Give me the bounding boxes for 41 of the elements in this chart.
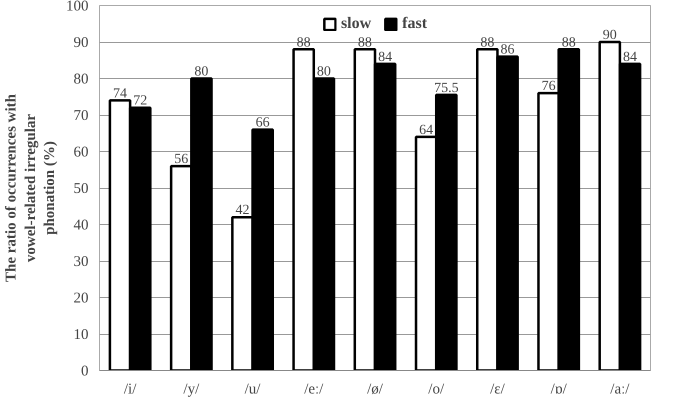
x-tick-label: /ø/ (367, 382, 384, 398)
y-tick-label: 80 (74, 72, 88, 88)
x-tick-label: /u/ (244, 382, 262, 398)
y-tick-label: 90 (74, 35, 88, 51)
data-label: 80 (194, 64, 208, 80)
data-label: 64 (419, 122, 434, 138)
data-label: 75.5 (434, 80, 459, 96)
y-tick-label: 0 (81, 364, 88, 380)
y-tick-label: 40 (74, 218, 88, 234)
y-tick-label: 10 (74, 327, 88, 343)
data-label: 84 (622, 50, 637, 65)
legend-label: fast (402, 15, 428, 33)
data-label: 88 (358, 35, 372, 50)
x-tick-label: /ɒ/ (550, 382, 568, 398)
data-label: 88 (562, 35, 576, 50)
data-label: 80 (316, 64, 331, 80)
data-label: 56 (174, 152, 188, 168)
data-label: 42 (235, 203, 250, 218)
y-tick-label: 60 (74, 144, 88, 160)
y-tick-label: 100 (66, 0, 88, 14)
data-label: 66 (256, 116, 270, 131)
data-label: 90 (602, 28, 617, 43)
data-label: 72 (133, 94, 148, 109)
x-tick-label: /y/ (183, 382, 200, 398)
y-tick-label: 30 (74, 254, 88, 270)
data-label: 84 (378, 50, 392, 65)
data-label: 88 (296, 35, 311, 50)
data-label: 76 (542, 79, 556, 94)
legend-label: slow (340, 15, 372, 33)
y-tick-label: 70 (74, 108, 88, 124)
y-tick-label: 50 (74, 181, 88, 197)
x-tick-label: /o/ (428, 382, 445, 398)
data-label: 88 (480, 35, 494, 50)
x-tick-label: /ɛ/ (490, 382, 506, 398)
data-label: 74 (113, 86, 128, 102)
x-tick-label: /eː/ (304, 382, 324, 398)
y-tick-label: 20 (74, 290, 88, 306)
x-tick-label: /aː/ (610, 382, 630, 398)
data-label: 86 (500, 42, 515, 58)
y-axis-title: The ratio of occurrences with vowel-related irregular phonation (%) (4, 93, 58, 282)
x-tick-label: /i/ (124, 382, 138, 398)
